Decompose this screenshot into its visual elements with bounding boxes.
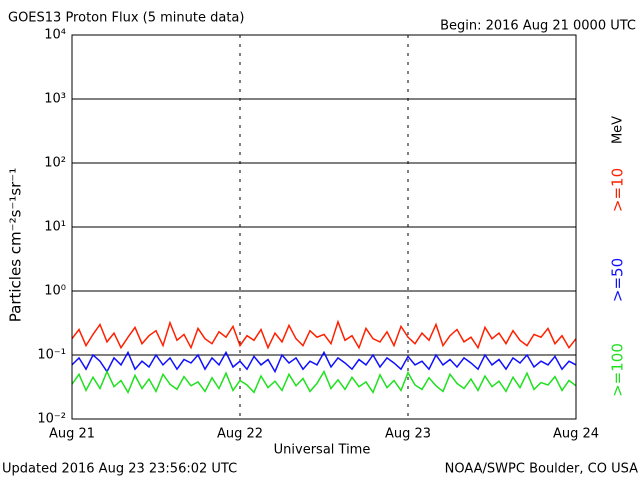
- y-tick-label: 10⁻¹: [37, 348, 66, 363]
- legend-entry: >=50: [609, 258, 627, 302]
- legend-entry: >=100: [609, 343, 627, 397]
- series-line: [71, 319, 577, 350]
- x-tick-label: Aug 21: [49, 427, 95, 442]
- y-tick-label: 10³: [44, 92, 66, 107]
- series-line: [71, 350, 577, 374]
- y-tick-label: 10⁻²: [37, 412, 66, 427]
- chart-title: GOES13 Proton Flux (5 minute data): [8, 11, 244, 26]
- x-tick-label: Aug 24: [553, 427, 599, 442]
- x-tick-label: Aug 22: [217, 427, 263, 442]
- legend-entry: >=10: [609, 168, 627, 212]
- y-tick-label: 10²: [44, 156, 66, 171]
- footer-left: Updated 2016 Aug 23 23:56:02 UTC: [2, 462, 237, 477]
- footer-right: NOAA/SWPC Boulder, CO USA: [445, 462, 638, 477]
- x-axis-label: Universal Time: [274, 443, 371, 458]
- plot-frame: [71, 34, 577, 420]
- legend-unit: MeV: [611, 116, 626, 144]
- y-tick-label: 10¹: [44, 220, 66, 235]
- y-tick-label: 10⁰: [44, 284, 66, 299]
- y-tick-label: 10⁴: [44, 28, 66, 43]
- series-line: [71, 369, 577, 395]
- y-axis-label: Particles cm⁻²s⁻¹sr⁻¹: [7, 168, 25, 322]
- x-tick-label: Aug 23: [385, 427, 431, 442]
- chart-subtitle: Begin: 2016 Aug 21 0000 UTC: [440, 19, 636, 34]
